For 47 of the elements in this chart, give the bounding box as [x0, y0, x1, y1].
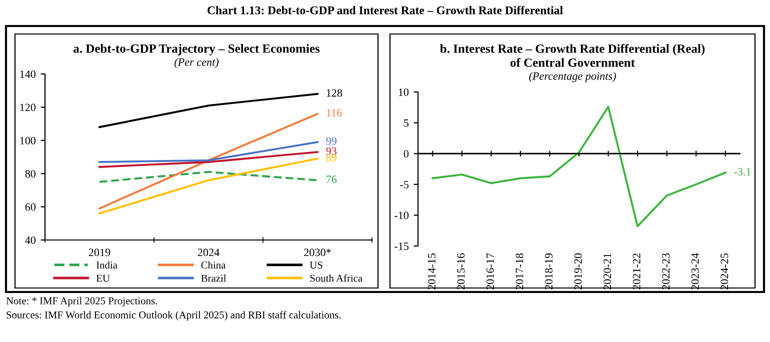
- data-label: 76: [326, 176, 337, 184]
- legend-label: South Africa: [310, 274, 362, 282]
- source-note: Sources: IMF World Economic Outlook (April 2025) and RBI staff calculations.: [6, 311, 341, 321]
- x-tick-label: 2030*: [304, 248, 331, 256]
- x-tick-label: 2019: [88, 248, 110, 256]
- x-tick-label: 2016-17: [486, 253, 494, 290]
- data-label: 128: [326, 89, 342, 97]
- chart-subtitle: (Percentage points): [529, 72, 616, 82]
- y-tick-label: 10: [398, 88, 409, 96]
- caption: Chart 1.13: Debt-to-GDP and Interest Rate – Growth Rate Differential: [208, 6, 563, 14]
- legend-label: India: [96, 261, 118, 269]
- y-tick-label: -5: [400, 180, 409, 188]
- data-label: 116: [326, 109, 342, 117]
- legend-label: EU: [96, 274, 110, 282]
- legend-label: Brazil: [201, 274, 226, 282]
- data-label: 99: [326, 137, 336, 145]
- x-tick-label: 2020-21: [604, 254, 612, 290]
- y-tick-label: 0: [404, 150, 409, 158]
- x-tick-label: 2024-25: [720, 253, 728, 290]
- y-tick-label: 100: [20, 136, 36, 144]
- text: Note: * IMF April 2025 Projections.: [6, 297, 157, 306]
- data-label: 93: [326, 147, 337, 155]
- y-tick-label: 140: [20, 70, 36, 78]
- x-tick-label: 2017-18: [516, 253, 524, 290]
- data-label: -3.1: [734, 168, 751, 176]
- y-tick-label: 80: [25, 170, 36, 178]
- x-tick-label: 2019-20: [574, 253, 582, 290]
- chart-subtitle: (Per cent): [174, 58, 219, 68]
- line-series: [432, 106, 726, 228]
- x-tick-label: 2018-19: [545, 253, 553, 290]
- y-tick-label: 60: [25, 203, 36, 211]
- x-tick-label: 2014-15: [428, 253, 436, 290]
- y-tick-label: -15: [394, 242, 409, 250]
- y-tick-label: 120: [20, 104, 36, 112]
- y-tick-label: -10: [394, 212, 409, 220]
- legend-label: US: [310, 262, 322, 269]
- x-tick-label: 2022-23: [662, 253, 670, 290]
- y-tick-label: 40: [25, 236, 36, 244]
- x-tick-label: 2015-16: [457, 253, 465, 290]
- chart-title: a. Debt-to-GDP Trajectory – Select Economies: [74, 44, 320, 56]
- x-tick-label: 2021-22: [632, 254, 640, 290]
- legend-label: China: [201, 261, 226, 269]
- x-tick-label: 2023-24: [691, 253, 699, 290]
- x-tick-label: 2024: [198, 248, 220, 256]
- y-tick-label: 5: [404, 119, 409, 127]
- data-label: 89: [326, 154, 336, 162]
- chart-title: b. Interest Rate – Growth Rate Differential (Real) of Central Government: [440, 44, 705, 67]
